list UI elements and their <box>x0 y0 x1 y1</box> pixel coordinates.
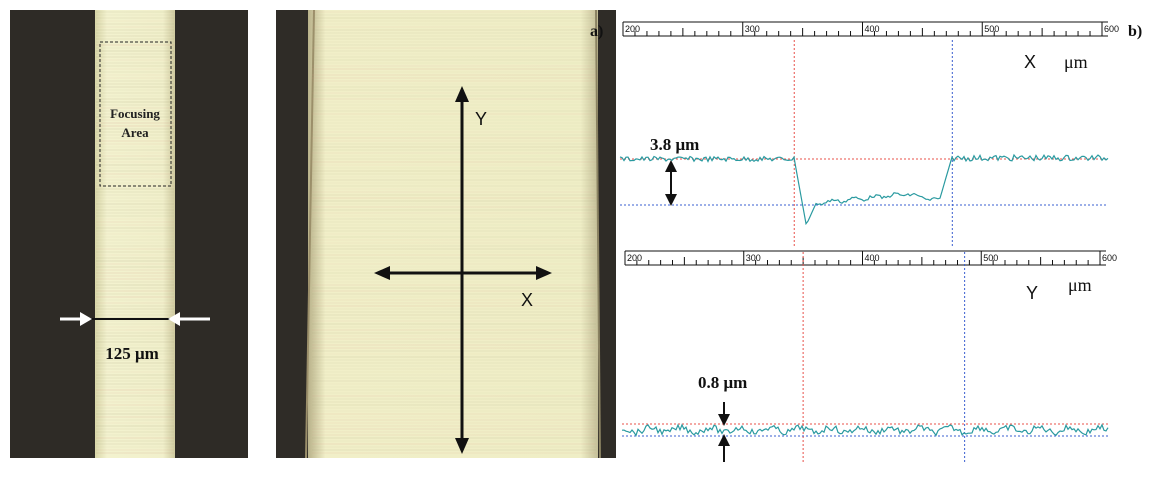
micrograph-2-left-edge <box>305 9 315 459</box>
profile-x-tick-label: 300 <box>745 24 760 34</box>
focusing-area-label-line2: Area <box>121 125 149 140</box>
profile-x-trace <box>619 153 1109 226</box>
profile-y-ruler: 200 300 400 500 600 <box>624 250 1117 266</box>
profile-x-step-label: 3.8 μm <box>650 135 699 154</box>
profile-y-tick-label: 600 <box>1102 253 1117 263</box>
y-axis-arrow <box>455 86 469 454</box>
micrograph-2-fiber <box>308 10 598 458</box>
profile-x-tick-label: 600 <box>1104 24 1119 34</box>
panel-a-label: a) <box>590 23 603 40</box>
width-arrow-left <box>60 312 92 326</box>
focusing-area-label-line1: Focusing <box>110 106 160 121</box>
profile-y-axis-name: Y <box>1026 283 1038 303</box>
micrograph-1: Focusing Area 125 μm <box>10 10 248 458</box>
micrograph-2-right-edge <box>595 9 601 459</box>
profile-y-tick-label: 400 <box>865 253 880 263</box>
width-label: 125 μm <box>105 344 159 363</box>
profile-y-trace <box>621 423 1109 437</box>
profile-x-axis-name: X <box>1024 52 1036 72</box>
profile-x-step-arrow <box>665 160 677 206</box>
profile-y-tick-label: 300 <box>746 253 761 263</box>
profile-y-tick-label: 200 <box>627 253 642 263</box>
profile-x-tick-label: 200 <box>625 24 640 34</box>
x-axis-arrow <box>374 266 552 280</box>
width-arrow-right <box>168 312 210 326</box>
y-axis-label: Y <box>475 109 487 129</box>
profile-y-unit: μm <box>1068 275 1092 295</box>
profile-x: 200 300 400 500 600 3.8 μm X μm <box>619 21 1119 246</box>
profile-y-step-label: 0.8 μm <box>698 373 747 392</box>
micrograph-1-striations <box>96 11 174 454</box>
focusing-area-box <box>99 41 172 187</box>
profile-y: 200 300 400 500 600 0.8 μm Y μm <box>621 250 1117 464</box>
profile-x-tick-label: 400 <box>865 24 880 34</box>
profile-x-ruler: 200 300 400 500 600 <box>622 21 1119 37</box>
profile-x-tick-label: 500 <box>984 24 999 34</box>
micrograph-2-striations <box>312 11 596 454</box>
micrograph-2: Y X <box>276 9 616 459</box>
profile-y-tick-label: 500 <box>983 253 998 263</box>
profile-x-unit: μm <box>1064 52 1088 72</box>
panel-b-label: b) <box>1128 23 1142 40</box>
x-axis-label: X <box>521 290 533 310</box>
micrograph-1-fiber <box>95 10 175 458</box>
profile-y-step-arrow <box>718 402 730 462</box>
